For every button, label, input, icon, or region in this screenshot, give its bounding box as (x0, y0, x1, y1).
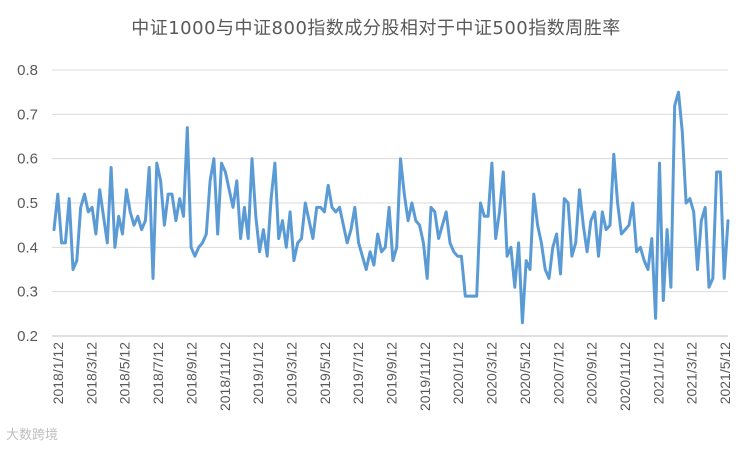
x-tick-label: 2018/11/12 (217, 342, 233, 411)
x-tick-label: 2021/1/12 (650, 342, 666, 404)
y-tick-label: 0.4 (17, 239, 38, 256)
series-line (52, 90, 730, 325)
x-tick-label: 2021/3/12 (684, 342, 700, 404)
x-tick-label: 2018/9/12 (183, 342, 199, 404)
x-tick-label: 2018/3/12 (83, 342, 99, 404)
y-tick-label: 0.7 (17, 106, 38, 123)
x-tick-label: 2020/1/12 (450, 342, 466, 404)
y-tick-label: 0.3 (17, 284, 38, 301)
x-tick-label: 2018/7/12 (150, 342, 166, 404)
x-tick-label: 2019/11/12 (417, 342, 433, 411)
x-tick-label: 2020/9/12 (584, 342, 600, 404)
x-tick-label: 2020/5/12 (517, 342, 533, 404)
x-tick-label: 2018/5/12 (117, 342, 133, 404)
chart-title: 中证1000与中证800指数成分股相对于中证500指数周胜率 (131, 18, 621, 39)
x-tick-label: 2019/9/12 (384, 342, 400, 404)
x-tick-label: 2021/5/12 (717, 342, 733, 404)
watermark-logo: 大数跨境 (6, 428, 59, 443)
x-tick-label: 2019/1/12 (250, 342, 266, 404)
x-tick-label: 2020/11/12 (617, 342, 633, 411)
x-tick-label: 2019/5/12 (317, 342, 333, 404)
x-tick-label: 2018/1/12 (50, 342, 66, 404)
y-tick-label: 0.8 (17, 62, 38, 79)
y-tick-label: 0.6 (17, 151, 38, 168)
x-tick-label: 2019/7/12 (350, 342, 366, 404)
x-tick-label: 2020/7/12 (550, 342, 566, 404)
y-tick-label: 0.5 (17, 195, 38, 212)
x-tick-label: 2020/3/12 (484, 342, 500, 404)
x-tick-label: 2019/3/12 (283, 342, 299, 404)
y-tick-label: 0.2 (17, 328, 38, 345)
